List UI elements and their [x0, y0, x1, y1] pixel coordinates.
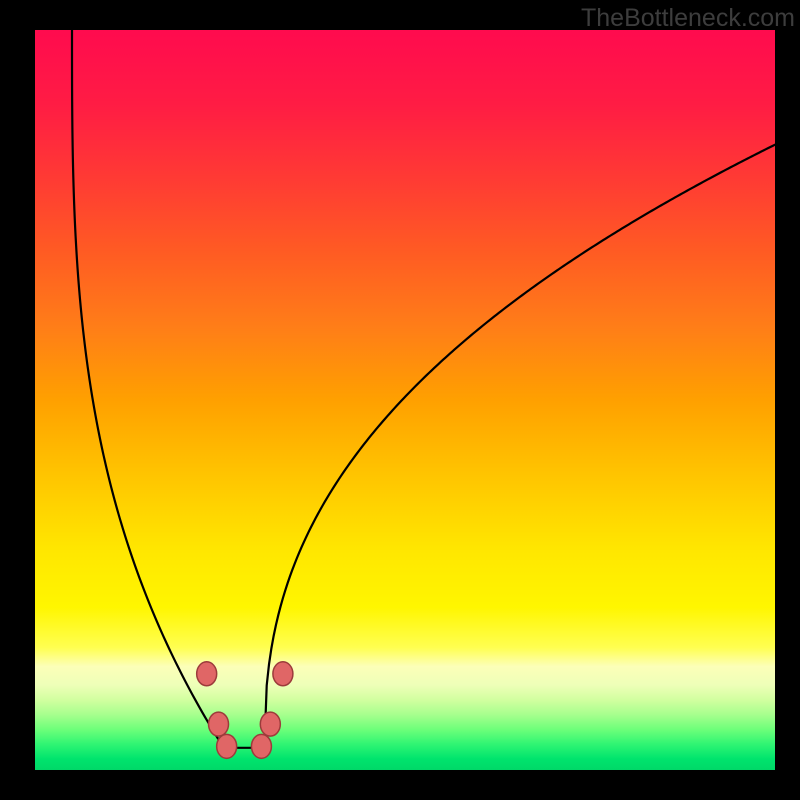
gradient-background	[35, 30, 775, 770]
curve-marker	[251, 734, 271, 758]
curve-marker	[209, 712, 229, 736]
watermark-text: TheBottleneck.com	[581, 4, 795, 33]
chart-stage: TheBottleneck.com	[0, 0, 800, 800]
curve-marker	[197, 662, 217, 686]
bottleneck-chart	[35, 30, 775, 770]
curve-marker	[217, 734, 237, 758]
plot-area	[35, 30, 775, 770]
curve-marker	[260, 712, 280, 736]
curve-marker	[273, 662, 293, 686]
